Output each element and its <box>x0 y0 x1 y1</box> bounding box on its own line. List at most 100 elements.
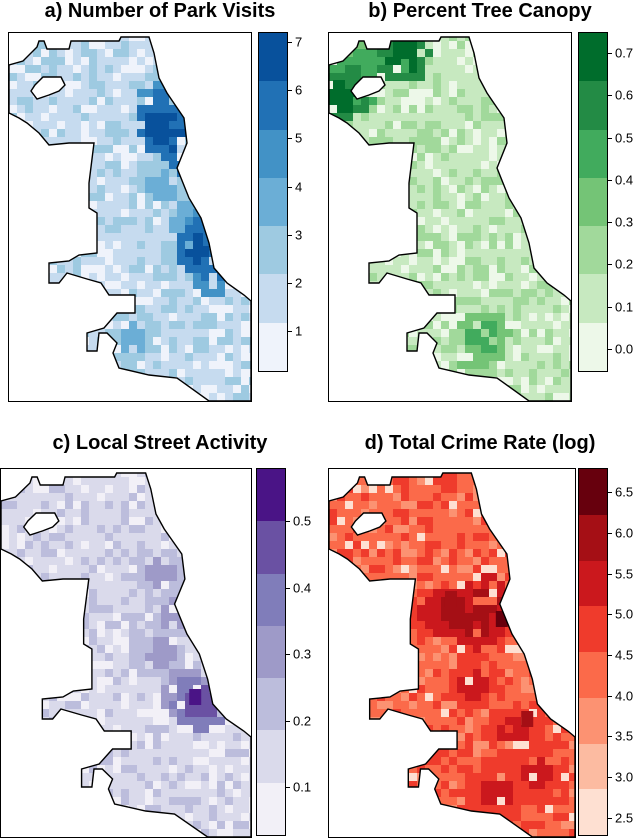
tract-cell <box>529 113 538 122</box>
tract-cell <box>505 105 514 114</box>
tract-cell <box>57 661 66 670</box>
tract-cell <box>137 813 146 822</box>
tract-cell <box>241 789 250 798</box>
tract-cell <box>521 525 530 534</box>
tract-cell <box>161 485 170 494</box>
tract-cell <box>217 129 226 138</box>
tract-cell <box>73 717 82 726</box>
tract-cell <box>425 509 434 518</box>
tract-cell <box>145 169 154 178</box>
tract-cell <box>329 265 338 274</box>
tract-cell <box>161 121 170 130</box>
tract-cell <box>241 621 250 630</box>
tract-cell <box>73 153 82 162</box>
tract-cell <box>441 549 450 558</box>
tract-cell <box>537 393 546 401</box>
tract-cell <box>505 49 514 58</box>
tract-cell <box>113 225 122 234</box>
tract-cell <box>425 353 434 362</box>
tract-cell <box>137 757 146 766</box>
tract-cell <box>473 225 482 234</box>
tract-cell <box>193 297 202 306</box>
tract-cell <box>153 321 162 330</box>
tract-cell <box>473 201 482 210</box>
tract-cell <box>25 469 34 478</box>
tract-cell <box>513 89 522 98</box>
tract-cell <box>89 129 98 138</box>
tract-cell <box>249 525 251 534</box>
tract-cell <box>473 533 482 542</box>
tract-cell <box>49 353 58 362</box>
tract-cell <box>481 385 490 394</box>
tract-cell <box>73 105 82 114</box>
tract-cell <box>209 121 218 130</box>
tract-cell <box>449 525 458 534</box>
tract-cell <box>201 757 210 766</box>
tract-cell <box>361 161 370 170</box>
tract-cell <box>353 329 362 338</box>
tract-cell <box>481 225 490 234</box>
tract-cell <box>433 225 442 234</box>
tract-cell <box>153 97 162 106</box>
tract-cell <box>161 581 170 590</box>
tract-cell <box>489 145 498 154</box>
tract-cell <box>481 121 490 130</box>
tract-cell <box>153 337 162 346</box>
tract-cell <box>17 89 26 98</box>
tract-cell <box>233 305 242 314</box>
tract-cell <box>393 565 402 574</box>
tract-cell <box>449 281 458 290</box>
tract-cell <box>417 225 426 234</box>
tract-cell <box>329 97 338 106</box>
tract-cell <box>409 337 418 346</box>
tract-cell <box>225 385 234 394</box>
tract-cell <box>1 541 10 550</box>
tract-cell <box>337 265 346 274</box>
tract-cell <box>41 217 50 226</box>
tract-cell <box>329 129 338 138</box>
tract-cell <box>145 645 154 654</box>
tract-cell <box>33 805 42 814</box>
tract-cell <box>41 113 50 122</box>
tract-cell <box>329 361 338 370</box>
tract-cell <box>441 385 450 394</box>
tract-cell <box>241 509 250 518</box>
tract-cell <box>417 241 426 250</box>
tract-cell <box>169 725 178 734</box>
tract-cell <box>505 225 514 234</box>
tract-cell <box>473 337 482 346</box>
tract-cell <box>137 377 146 386</box>
tract-cell <box>353 597 362 606</box>
tract-cell <box>513 169 522 178</box>
tract-cell <box>433 217 442 226</box>
tract-cell <box>217 669 226 678</box>
tract-cell <box>65 361 74 370</box>
tract-cell <box>137 137 146 146</box>
legend-swatch <box>257 730 285 782</box>
tract-cell <box>145 717 154 726</box>
tract-cell <box>113 297 122 306</box>
legend-tick-label: 0.6 <box>615 88 633 103</box>
tract-cell <box>81 557 90 566</box>
tract-cell <box>369 249 378 258</box>
tract-cell <box>537 525 546 534</box>
tract-cell <box>49 369 58 378</box>
tract-cell <box>113 573 122 582</box>
tract-cell <box>489 81 498 90</box>
tract-cell <box>561 97 570 106</box>
tract-cell <box>345 137 354 146</box>
tract-cell <box>481 265 490 274</box>
tract-cell <box>449 241 458 250</box>
tract-cell <box>545 377 554 386</box>
tract-cell <box>369 581 378 590</box>
tract-cell <box>569 41 571 50</box>
tract-cell <box>161 509 170 518</box>
tract-cell <box>233 273 242 282</box>
tract-cell <box>225 89 234 98</box>
tract-cell <box>513 533 522 542</box>
tract-cell <box>49 209 58 218</box>
tract-cell <box>177 89 186 98</box>
tract-cell <box>193 517 202 526</box>
tract-cell <box>369 385 378 394</box>
tract-cell <box>489 57 498 66</box>
